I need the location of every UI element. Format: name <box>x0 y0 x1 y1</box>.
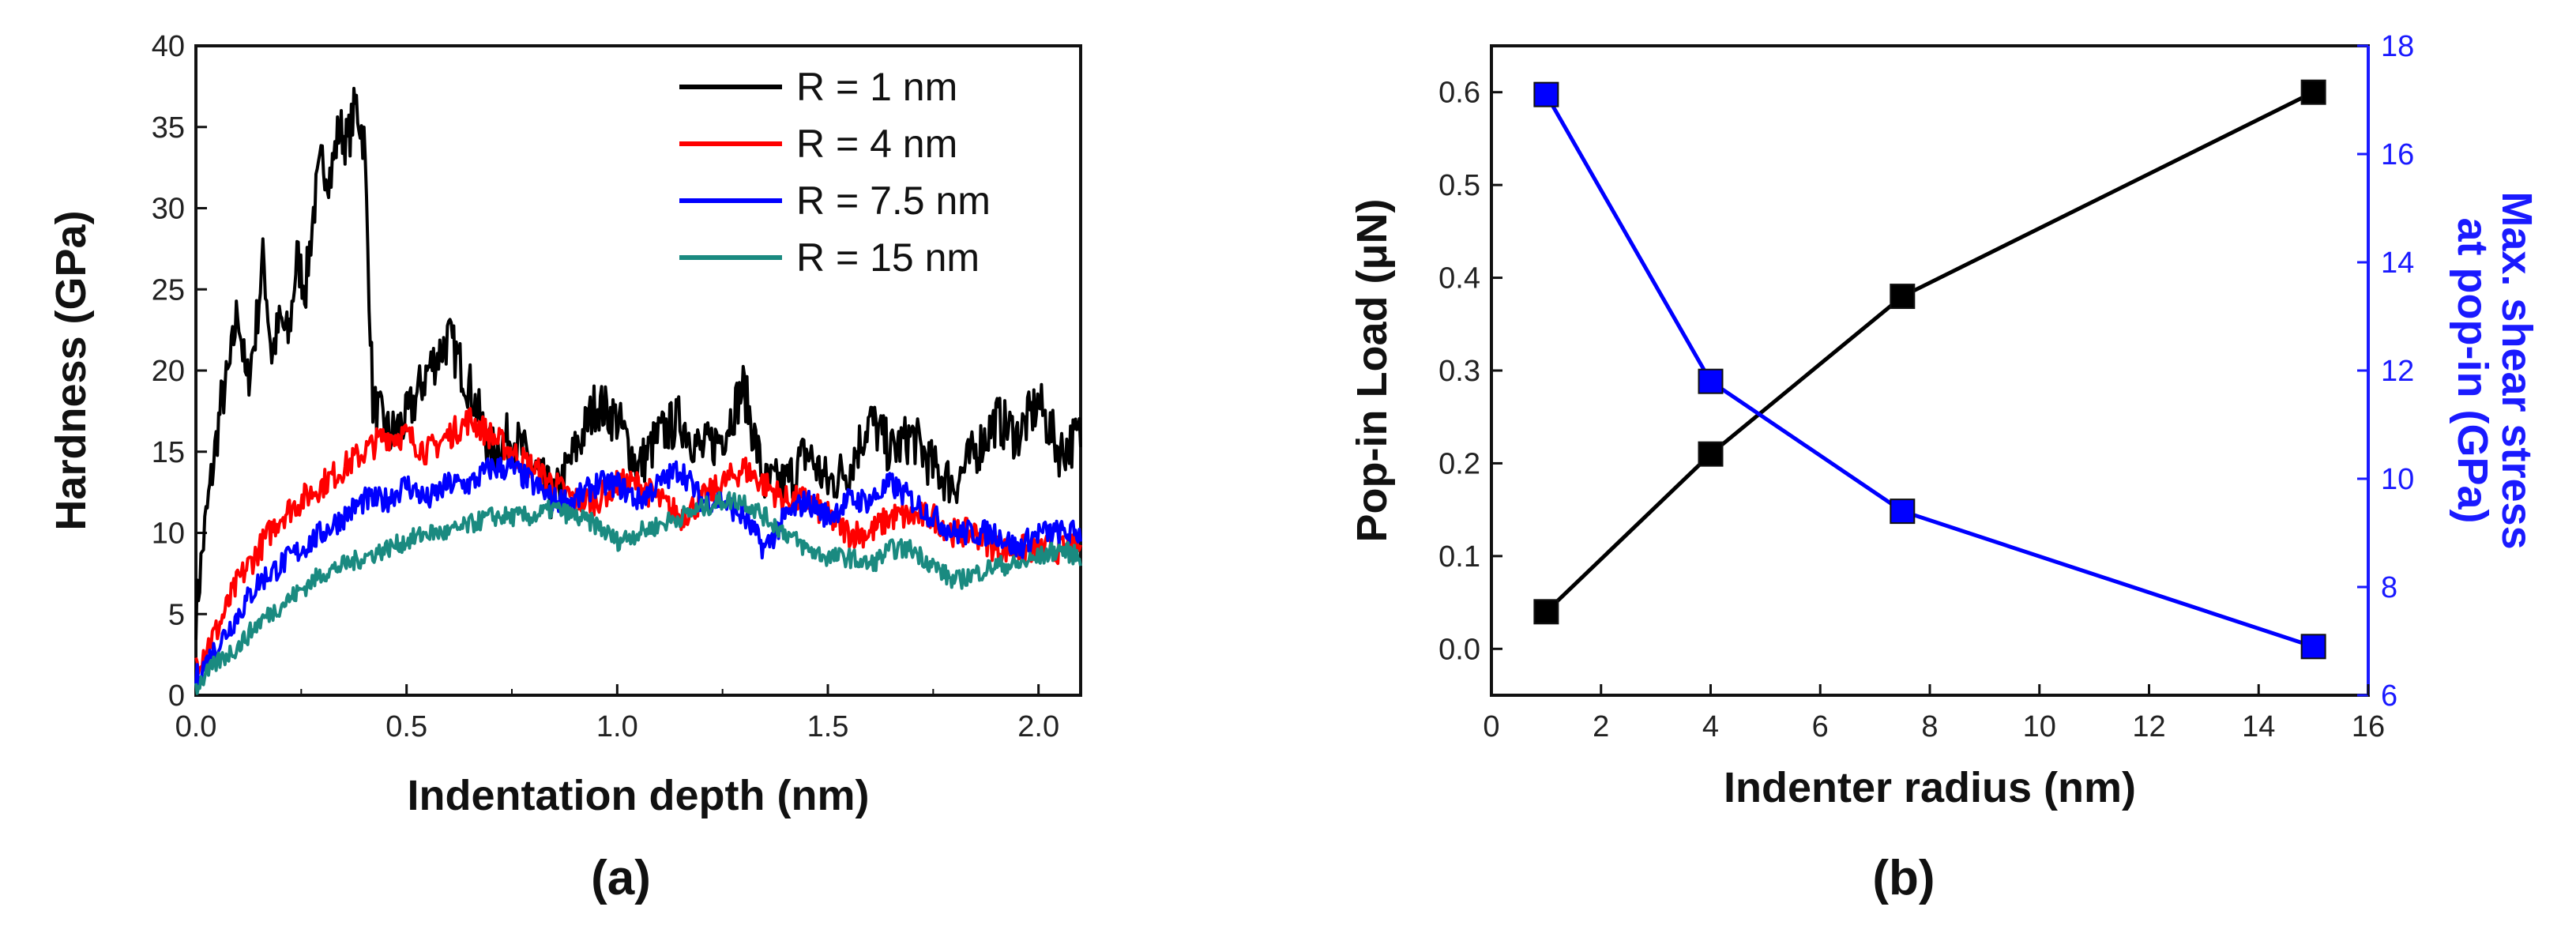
panel-a-series-line-r-1-nm <box>194 86 1082 641</box>
panel-b-marker-max-shear-stress-at-pop-in <box>1890 499 1916 525</box>
panel-b-marker-pop-in-load <box>1890 284 1916 310</box>
panel-a-series-line-r-7-5-nm <box>194 456 1082 687</box>
panel-a-x-tick-label: 0.0 <box>175 710 217 743</box>
panel-b-right-y-tick-label: 14 <box>2381 246 2414 280</box>
panel-a-x-tick-label: 1.5 <box>807 710 849 743</box>
panel-a: 0 5 10 15 20 25 30 35 40 0.0 0.5 1.0 1.5 2.0 Indenta… <box>47 30 1082 905</box>
panel-b-series-line-pop-in-load <box>1544 90 2315 614</box>
panel-b-x-tick-label: 16 <box>2352 710 2385 743</box>
panel-b-right-y-tick-label: 10 <box>2381 463 2414 496</box>
panel-a-legend-label-r-4-nm: R = 4 nm <box>796 122 957 166</box>
panel-b-right-y-axis-label-line2: at pop-in (GPa) <box>2449 218 2496 524</box>
panel-a-y-tick-label: 15 <box>152 436 185 469</box>
panel-a-y-tick-label: 35 <box>152 111 185 145</box>
panel-b-right-y-tick-label: 16 <box>2381 138 2414 171</box>
panel-a-x-ticks: 0.0 0.5 1.0 1.5 2.0 <box>175 684 1059 743</box>
panel-a-y-tick-label: 0 <box>168 679 185 713</box>
panel-b-x-tick-label: 6 <box>1812 710 1829 743</box>
panel-b-x-tick-label: 2 <box>1593 710 1609 743</box>
panel-b-left-y-tick-label: 0.3 <box>1438 355 1480 388</box>
panel-b-x-tick-label: 14 <box>2242 710 2275 743</box>
panel-b-left-y-tick-label: 0.5 <box>1438 169 1480 202</box>
panel-a-y-tick-label: 30 <box>152 193 185 226</box>
panel-b-series-line-max-shear-stress-at-pop-in <box>1544 93 2315 649</box>
panel-b-right-y-ticks: 6 8 10 12 14 16 18 <box>2357 30 2414 713</box>
panel-b-x-tick-label: 8 <box>1921 710 1938 743</box>
panel-b-x-tick-label: 0 <box>1483 710 1499 743</box>
panel-a-x-tick-label: 0.5 <box>385 710 427 743</box>
panel-a-y-tick-label: 5 <box>168 598 185 631</box>
panel-a-x-tick-label: 2.0 <box>1017 710 1059 743</box>
panel-b-marker-pop-in-load <box>1698 441 1724 467</box>
panel-a-legend-label-r-7-5-nm: R = 7.5 nm <box>796 179 991 223</box>
panel-a-series-line-r-4-nm <box>194 407 1082 675</box>
panel-b-left-y-ticks: 0.0 0.1 0.2 0.3 0.4 0.5 0.6 <box>1438 77 1502 666</box>
panel-b: 0.0 0.1 0.2 0.3 0.4 0.5 0.6 6 8 10 12 14 16 18 0 2 4 6 8… <box>1348 30 2540 905</box>
panel-b-marker-max-shear-stress-at-pop-in <box>1533 81 1559 107</box>
panel-b-label: (b) <box>1872 851 1935 905</box>
panel-a-series <box>194 86 1082 695</box>
panel-b-x-tick-label: 10 <box>2023 710 2056 743</box>
panel-a-legend-label-r-1-nm: R = 1 nm <box>796 65 957 109</box>
panel-b-x-tick-label: 12 <box>2132 710 2165 743</box>
panel-b-marker-max-shear-stress-at-pop-in <box>1698 368 1724 394</box>
panel-a-y-tick-label: 25 <box>152 273 185 307</box>
panel-b-right-y-tick-label: 6 <box>2381 679 2397 713</box>
panel-b-series <box>1533 79 2326 660</box>
panel-b-x-axis-label: Indenter radius (nm) <box>1724 764 2136 811</box>
panel-b-x-tick-label: 4 <box>1702 710 1719 743</box>
panel-a-legend-label-r-15-nm: R = 15 nm <box>796 235 980 280</box>
panel-b-x-ticks: 0 2 4 6 8 10 12 14 16 <box>1483 684 2385 743</box>
panel-a-label: (a) <box>591 851 651 905</box>
panel-b-frame <box>1490 44 2370 697</box>
panel-b-marker-pop-in-load <box>1533 599 1559 625</box>
panel-b-left-y-tick-label: 0.4 <box>1438 262 1480 295</box>
panel-b-left-y-tick-label: 0.2 <box>1438 447 1480 480</box>
panel-b-marker-max-shear-stress-at-pop-in <box>2300 634 2326 660</box>
panel-a-y-tick-label: 10 <box>152 517 185 551</box>
panel-a-y-ticks: 0 5 10 15 20 25 30 35 40 <box>152 30 207 713</box>
panel-b-right-y-tick-label: 8 <box>2381 571 2397 604</box>
panel-b-right-y-tick-label: 18 <box>2381 30 2414 63</box>
panel-b-left-y-tick-label: 0.1 <box>1438 540 1480 574</box>
panel-a-y-axis-label: Hardness (GPa) <box>47 210 95 530</box>
panel-b-left-y-tick-label: 0.0 <box>1438 633 1480 666</box>
panel-b-left-y-axis-label: Pop-in Load (μN) <box>1348 199 1396 543</box>
panel-b-right-y-tick-label: 12 <box>2381 355 2414 388</box>
panel-b-marker-pop-in-load <box>2300 79 2326 105</box>
panel-a-x-axis-label: Indentation depth (nm) <box>408 772 870 819</box>
panel-b-left-y-tick-label: 0.6 <box>1438 77 1480 110</box>
panel-a-y-tick-label: 20 <box>152 355 185 388</box>
panel-b-right-y-axis-label-line1: Max. shear stress <box>2493 191 2540 549</box>
panel-a-series-line-r-15-nm <box>194 491 1082 695</box>
panel-a-legend: R = 1 nm R = 4 nm R = 7.5 nm R = 15 nm <box>679 65 991 280</box>
panel-a-y-tick-label: 40 <box>152 30 185 63</box>
panel-a-x-tick-label: 1.0 <box>596 710 638 743</box>
